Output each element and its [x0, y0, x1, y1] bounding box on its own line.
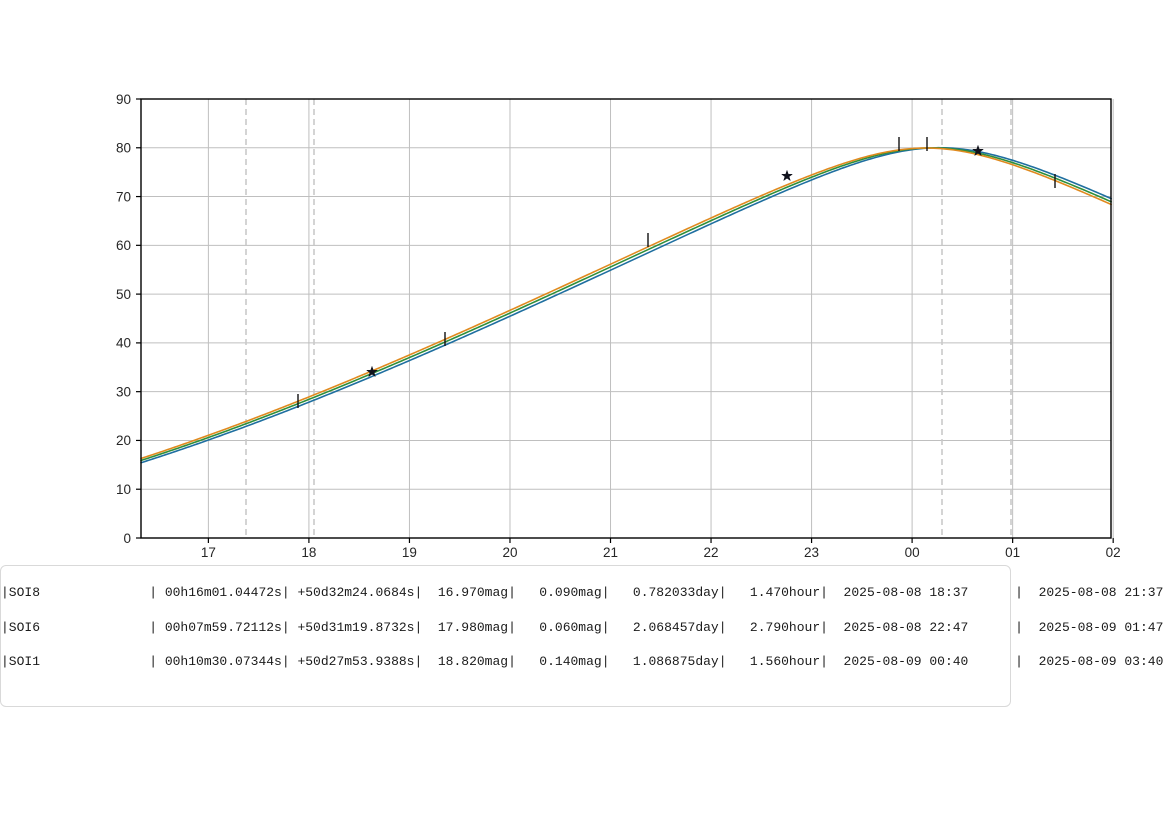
svg-text:20: 20 [502, 545, 517, 560]
svg-text:19: 19 [402, 545, 417, 560]
svg-text:0: 0 [123, 531, 131, 546]
svg-text:50: 50 [116, 287, 131, 302]
svg-text:70: 70 [116, 189, 131, 204]
svg-text:30: 30 [116, 384, 131, 399]
svg-text:02: 02 [1106, 545, 1121, 560]
svg-text:22: 22 [704, 545, 719, 560]
svg-text:90: 90 [116, 92, 131, 107]
svg-text:17: 17 [201, 545, 216, 560]
svg-text:40: 40 [116, 336, 131, 351]
svg-text:18: 18 [301, 545, 316, 560]
svg-text:00: 00 [905, 545, 920, 560]
svg-text:60: 60 [116, 238, 131, 253]
svg-text:23: 23 [804, 545, 819, 560]
svg-text:10: 10 [116, 482, 131, 497]
svg-text:80: 80 [116, 141, 131, 156]
svg-text:01: 01 [1005, 545, 1020, 560]
svg-text:21: 21 [603, 545, 618, 560]
svg-text:20: 20 [116, 433, 131, 448]
